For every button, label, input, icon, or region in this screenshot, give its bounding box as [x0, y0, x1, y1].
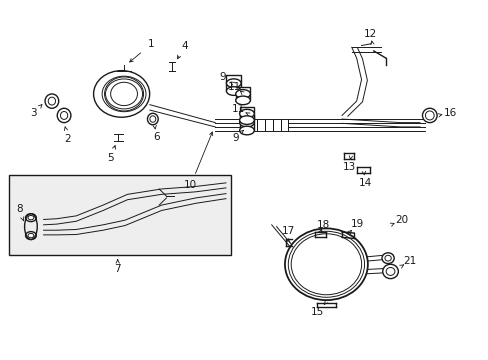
Ellipse shape — [239, 118, 254, 127]
Bar — [257, 119, 264, 131]
Ellipse shape — [93, 71, 149, 117]
Text: 14: 14 — [358, 178, 371, 188]
Text: 6: 6 — [153, 132, 160, 142]
Ellipse shape — [381, 253, 393, 264]
Text: 18: 18 — [316, 220, 329, 230]
Bar — [239, 107, 254, 120]
Text: 1: 1 — [147, 40, 154, 49]
Text: 9: 9 — [232, 133, 239, 143]
Ellipse shape — [422, 108, 436, 123]
Text: 9: 9 — [219, 72, 225, 82]
Bar — [249, 119, 257, 131]
Bar — [272, 119, 280, 131]
Bar — [280, 119, 288, 131]
Ellipse shape — [25, 231, 36, 239]
Text: 15: 15 — [310, 307, 324, 317]
Text: 20: 20 — [394, 215, 407, 225]
Ellipse shape — [239, 116, 254, 125]
Text: 11: 11 — [231, 104, 245, 114]
Text: 10: 10 — [184, 180, 197, 190]
Ellipse shape — [239, 126, 254, 135]
Ellipse shape — [57, 108, 71, 123]
Text: 8: 8 — [16, 204, 22, 215]
Text: 2: 2 — [64, 134, 71, 144]
Bar — [235, 87, 250, 100]
Ellipse shape — [25, 214, 36, 222]
Ellipse shape — [226, 79, 241, 87]
Ellipse shape — [235, 96, 250, 105]
Ellipse shape — [285, 228, 367, 300]
Bar — [226, 75, 241, 91]
Text: 21: 21 — [403, 256, 416, 266]
Ellipse shape — [382, 264, 398, 279]
Bar — [9, 175, 231, 255]
Text: 19: 19 — [350, 219, 364, 229]
Text: 13: 13 — [342, 162, 355, 172]
Ellipse shape — [226, 87, 241, 95]
Text: 4: 4 — [182, 41, 188, 50]
Text: 12: 12 — [363, 29, 376, 39]
Text: 17: 17 — [281, 226, 294, 236]
Ellipse shape — [235, 90, 250, 98]
Text: 11: 11 — [228, 82, 241, 92]
Text: 5: 5 — [107, 153, 114, 163]
Text: 7: 7 — [114, 264, 121, 274]
Bar — [239, 115, 254, 131]
Ellipse shape — [147, 113, 158, 125]
Ellipse shape — [45, 94, 59, 108]
Text: 3: 3 — [30, 108, 37, 118]
Ellipse shape — [239, 109, 254, 118]
Text: 16: 16 — [443, 108, 456, 118]
Bar — [264, 119, 272, 131]
